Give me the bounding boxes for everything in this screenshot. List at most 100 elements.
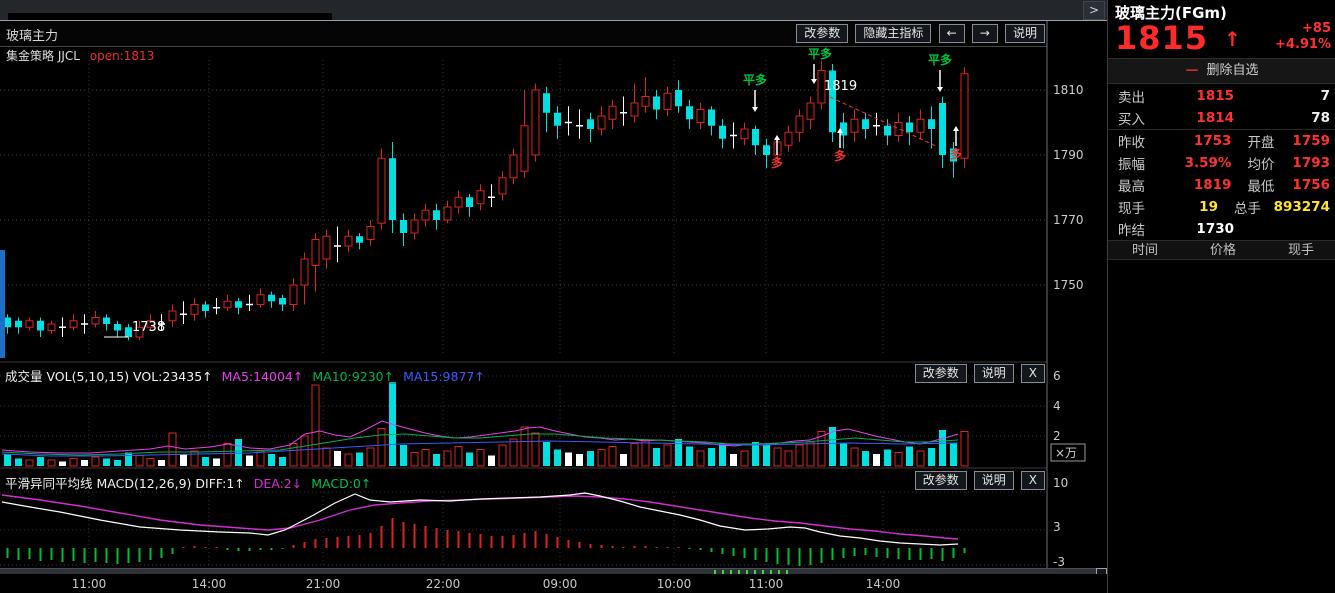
candle-body-down (114, 324, 121, 331)
volume-bar-up (784, 450, 793, 467)
volume-ma15-value: MA15:9877↑ (403, 369, 485, 384)
time-axis-label: 09:00 (542, 577, 578, 591)
volume-bar-up (696, 450, 705, 467)
volume-bar-neutral (59, 461, 66, 466)
arrow-right-button[interactable]: → (971, 24, 998, 43)
macd-title: 平滑异同平均线 MACD(12,26,9) DIFF:1↑ (5, 476, 245, 491)
sell-price: 1815 (1196, 88, 1234, 104)
prev-close-label: 昨收 (1118, 135, 1145, 151)
macd-close-button[interactable]: X (1020, 471, 1045, 490)
macd-indicator-label: 平滑异同平均线 MACD(12,26,9) DIFF:1↑ DEA:2↓ MAC… (5, 473, 371, 492)
down-arrow-head-icon (937, 87, 943, 92)
candle-body-up (740, 128, 749, 140)
high-label: 最高 (1118, 179, 1145, 195)
volume-bar-down (15, 458, 22, 466)
chevron-right-icon[interactable]: > (1083, 1, 1105, 20)
candle-body-up (344, 235, 353, 247)
candle-body-down (400, 220, 407, 233)
volume-bar-down (543, 442, 550, 466)
volume-indicator-label: 成交量 VOL(5,10,15) VOL:23435↑ MA5:14004↑ M… (5, 366, 485, 385)
tape-col-time: 时间 (1132, 243, 1159, 258)
signal-label-close-long: 平多 (743, 72, 767, 87)
volume-bar-up (168, 432, 177, 467)
candle-body-down (543, 93, 550, 113)
volume-bar-down (235, 439, 242, 466)
quote-row-prevclose-open: 昨收 1753 开盘 1759 (1108, 130, 1335, 152)
candle-body-up (69, 320, 78, 328)
buy-price: 1814 (1196, 110, 1234, 126)
volume-bar-up (520, 426, 529, 467)
volume-bar-down (433, 454, 440, 466)
volume-bar-neutral (730, 454, 737, 466)
candle-body-up (894, 122, 903, 136)
up-arrow-head-icon (837, 128, 843, 133)
candle-body-up (630, 102, 639, 117)
volume-bar-down (356, 452, 363, 466)
candle-body-down (708, 109, 715, 126)
arrow-left-button[interactable]: ← (938, 24, 965, 43)
volume-bar-up (443, 450, 452, 467)
candle-body-up (421, 209, 430, 221)
macd-help-button[interactable]: 说明 (973, 471, 1014, 490)
price-axis-label: 1790 (1053, 148, 1084, 162)
down-arrow-head-icon (752, 107, 758, 112)
volume-bar-up (311, 384, 320, 467)
price-axis-label: 1810 (1053, 83, 1084, 97)
chart-title: 玻璃主力 (6, 29, 59, 44)
change-params-button[interactable]: 改参数 (796, 24, 849, 43)
help-button[interactable]: 说明 (1004, 24, 1045, 43)
volume-bar-down (686, 446, 693, 466)
candle-body-down (653, 96, 660, 110)
volume-bar-up (135, 455, 144, 467)
scrollbar-data-mark (786, 570, 788, 574)
scrollbar-data-mark (762, 570, 764, 574)
scrollbar-data-mark (746, 570, 748, 574)
remove-watchlist-button[interactable]: — 删除自选 (1108, 58, 1335, 84)
candle-body-up (135, 326, 144, 338)
macd-diff-line (1, 492, 959, 546)
hide-main-indicator-button[interactable]: 隐藏主指标 (855, 24, 932, 43)
volume-change-params-button[interactable]: 改参数 (914, 364, 967, 383)
volume-bar-up (817, 431, 826, 467)
volume-bar-neutral (334, 451, 341, 466)
buy-qty: 78 (1311, 110, 1330, 126)
volume-bar-up (509, 438, 518, 467)
amplitude-label: 振幅 (1118, 157, 1145, 173)
time-axis-label: 10:00 (656, 577, 692, 591)
volume-bar-up (916, 450, 925, 467)
chart-canvas[interactable]: 1810179017701750642×万103-3平多平多 平多多多多18191… (0, 0, 1107, 593)
window-edge-strip (0, 250, 5, 358)
volume-bar-up (773, 447, 782, 467)
volume-close-button[interactable]: X (1020, 364, 1045, 383)
quote-row-sell: 卖出 1815 7 (1108, 85, 1335, 107)
volume-unit-box (1050, 443, 1086, 462)
tape-header: 时间 价格 现手 (1108, 240, 1335, 260)
volume-bar-up (47, 459, 56, 467)
volume-help-button[interactable]: 说明 (973, 364, 1014, 383)
candle-body-up (322, 235, 331, 260)
quote-row-buy: 买入 1814 78 (1108, 107, 1335, 130)
volume-bar-down (4, 454, 11, 466)
volume-bar-down (268, 454, 275, 466)
volume-bar-up (91, 456, 100, 467)
trendline (829, 96, 937, 147)
volume-bar-neutral (180, 454, 187, 466)
candle-body-down (763, 145, 770, 155)
peak-price-label: 1819 (824, 79, 857, 94)
macd-change-params-button[interactable]: 改参数 (914, 471, 967, 490)
volume-bar-up (322, 447, 331, 467)
volume-bar-down (939, 430, 946, 466)
chart-title-bar: 玻璃主力 改参数 隐藏主指标 ← → 说明 (0, 21, 1047, 47)
candle-body-up (190, 304, 199, 315)
candle-body-down (686, 106, 693, 120)
volume-bar-up (25, 459, 34, 467)
volume-bar-down (829, 427, 836, 466)
volume-bar-down (114, 460, 121, 466)
candle-body-down (906, 122, 913, 133)
candle-body-down (719, 125, 726, 139)
candle-body-up (91, 317, 100, 325)
volume-bar-neutral (81, 460, 88, 466)
volume-pane-header: 成交量 VOL(5,10,15) VOL:23435↑ MA5:14004↑ M… (0, 363, 1047, 384)
macd-dea-line (1, 494, 959, 540)
volume-bar-neutral (620, 454, 627, 466)
